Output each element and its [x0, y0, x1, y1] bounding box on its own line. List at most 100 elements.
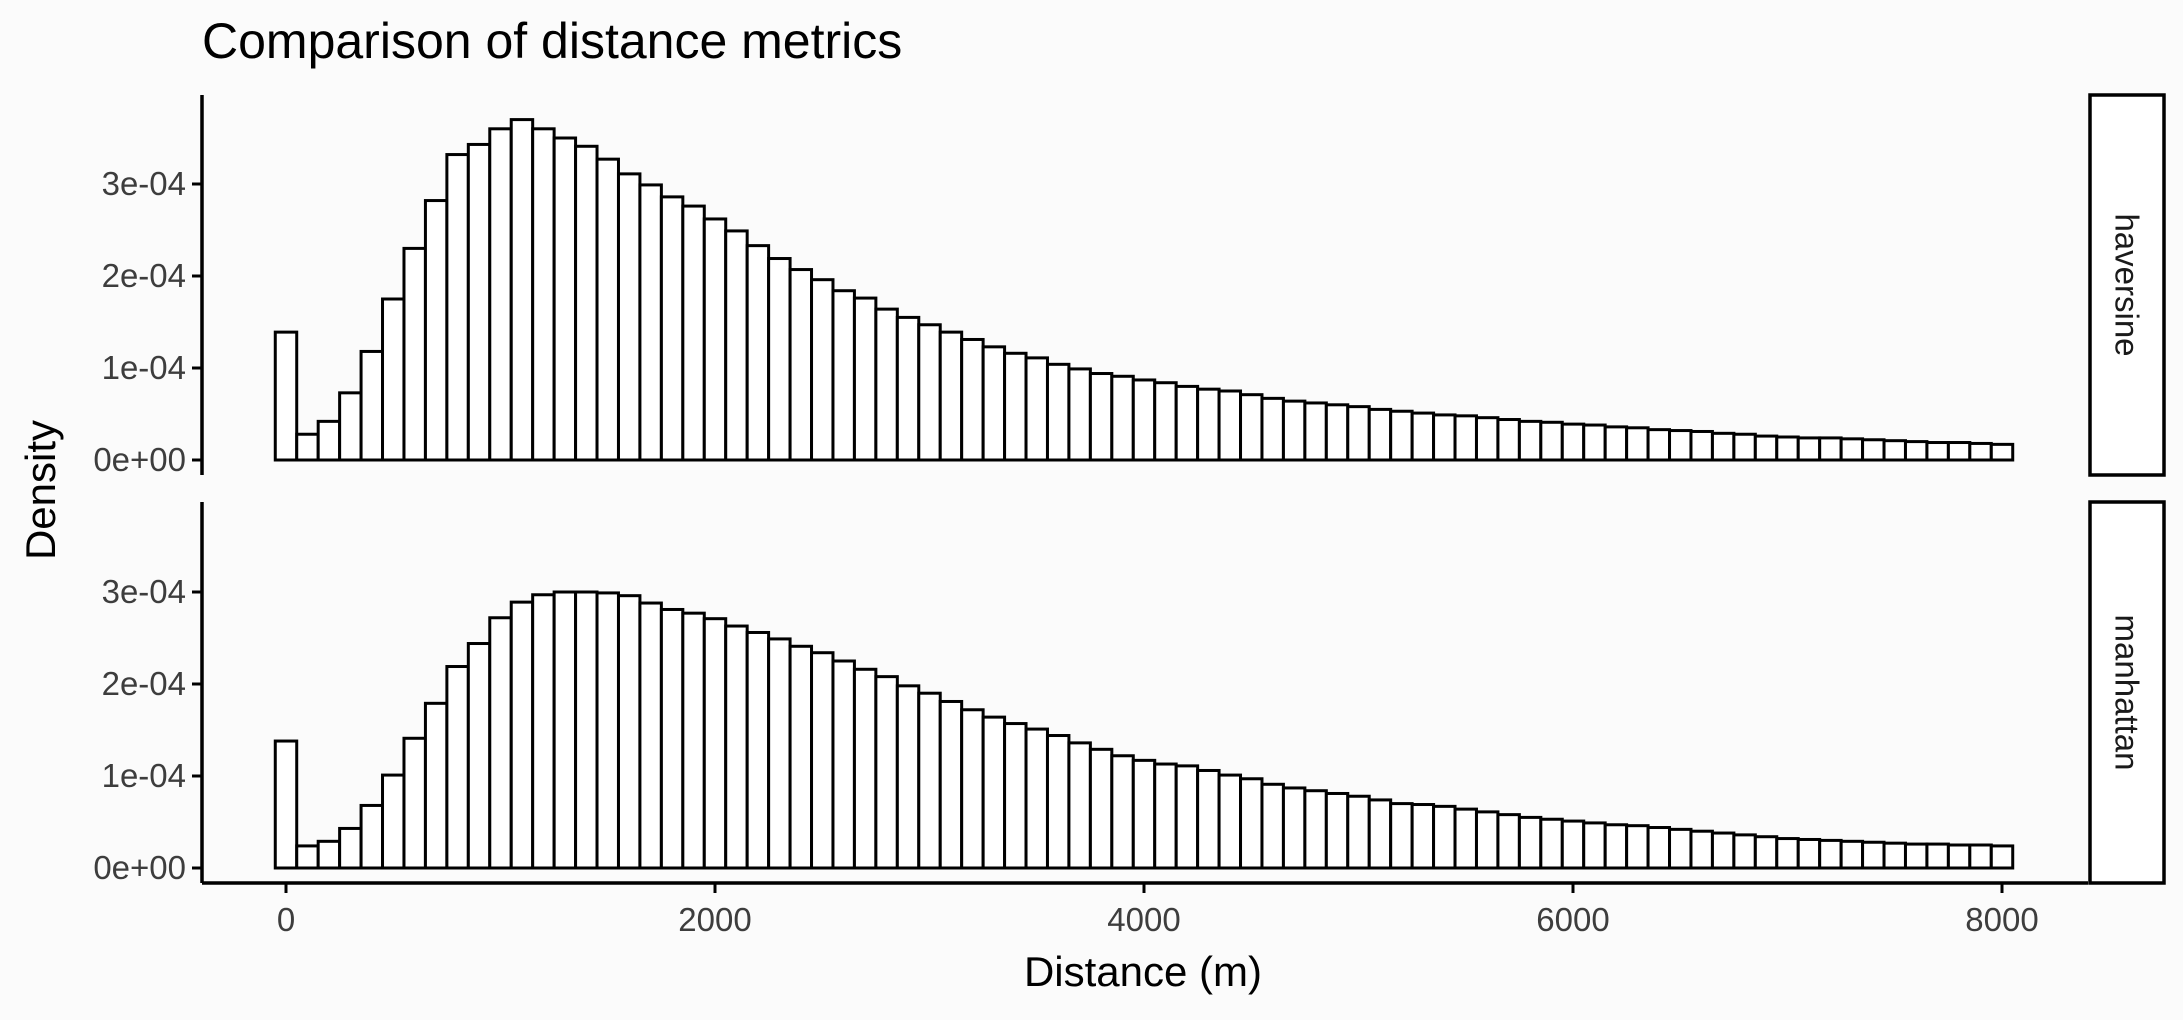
histogram-bar [1217, 389, 1243, 462]
histogram-bar [338, 391, 363, 462]
facet-panel-manhattan: 0e+00 1e-04 2e-04 3e-04 manhattan [93, 500, 2166, 886]
histogram-bar [1689, 829, 1714, 870]
histogram-bar [402, 246, 427, 462]
y-tick-label: 3e-04 [102, 165, 186, 202]
histogram-bar [1753, 434, 1779, 462]
x-tick-label: 8000 [1965, 901, 2038, 938]
histogram-bar [1560, 819, 1586, 870]
histogram-bar [1453, 414, 1478, 462]
histogram-bar [960, 337, 985, 462]
histogram-bar [1582, 821, 1607, 870]
histogram-bar [1067, 741, 1092, 870]
histogram-bar [574, 144, 599, 462]
histogram-bar [1968, 441, 1993, 462]
histogram-bar [1389, 802, 1414, 870]
y-tick-label: 0e+00 [93, 441, 186, 478]
histogram-bar [488, 127, 513, 462]
histogram-bar [1045, 734, 1071, 870]
histogram-bar [1753, 835, 1779, 870]
histogram-bar [1903, 440, 1929, 462]
bars-manhattan [273, 590, 2015, 870]
histogram-bar [702, 217, 728, 462]
histogram-bar [1710, 431, 1736, 462]
histogram-bar [1024, 727, 1049, 870]
histogram-bar [810, 278, 835, 462]
histogram-bar [1496, 813, 1521, 870]
histogram-bar [1453, 807, 1478, 870]
y-tick-label: 1e-04 [102, 349, 186, 386]
histogram-bar [1818, 436, 1843, 462]
histogram-bar [1710, 831, 1736, 870]
histogram-bar [338, 826, 363, 870]
histogram-bar [1110, 374, 1135, 462]
histogram-bar [1861, 840, 1886, 870]
histogram-bar [1496, 418, 1521, 462]
histogram-bar [1603, 823, 1629, 870]
histogram-bar [1003, 351, 1028, 462]
histogram-bar [1668, 429, 1693, 462]
facet-strip-label: manhattan [2109, 615, 2146, 771]
histogram-bar [681, 204, 706, 462]
histogram-bar [745, 244, 771, 462]
histogram-bar [316, 419, 342, 462]
histogram-bar [445, 153, 470, 462]
histogram-bar [810, 651, 835, 870]
facet-panel-haversine: 0e+00 1e-04 2e-04 3e-04 haversine [93, 93, 2166, 478]
histogram-bar [1625, 824, 1650, 870]
histogram-bar [638, 601, 663, 870]
y-tick-label: 3e-04 [102, 573, 186, 610]
histogram-bar [1732, 432, 1757, 462]
histogram-bar [574, 590, 599, 870]
histogram-bar [1432, 413, 1457, 462]
histogram-bar [1775, 837, 1800, 870]
facet-strip-label: haversine [2109, 213, 2146, 356]
x-tick-label: 4000 [1107, 901, 1180, 938]
histogram-bar [917, 323, 942, 462]
histogram-bar [1903, 842, 1929, 870]
histogram-bar [1882, 439, 1907, 462]
histogram-bar [1818, 838, 1843, 870]
histogram-bar [852, 296, 878, 462]
histogram-bar [767, 637, 792, 870]
histogram-bar [831, 289, 856, 462]
histogram-bar [1131, 378, 1157, 462]
histogram-bar [1239, 393, 1264, 462]
histogram-bar [831, 659, 856, 870]
histogram-bar [1174, 764, 1200, 870]
histogram-bar [1346, 405, 1371, 462]
histogram-bar [531, 593, 556, 870]
histogram-bar [531, 127, 556, 462]
histogram-bar [874, 307, 899, 462]
histogram-bar [552, 136, 578, 462]
histogram-bar [1303, 401, 1328, 462]
x-tick-label: 0 [277, 901, 295, 938]
histogram-bar [1196, 387, 1221, 462]
histogram-bar [1925, 842, 1950, 870]
bars-haversine [273, 118, 2015, 462]
histogram-bar [724, 229, 749, 462]
histogram-bar [1045, 362, 1071, 462]
histogram-bar [1367, 407, 1393, 462]
histogram-bar [852, 667, 878, 870]
histogram-bar [1389, 409, 1414, 462]
histogram-bar [1796, 837, 1822, 870]
facet-panels: 0e+00 1e-04 2e-04 3e-04 haversine 0e+00 1e-04 2… [93, 93, 2166, 886]
histogram-bar [1153, 762, 1178, 870]
histogram-bar [1603, 425, 1629, 462]
facet-strip-haversine [2088, 93, 2166, 477]
histogram-bar [1196, 768, 1221, 870]
histogram-bar [1689, 429, 1714, 462]
histogram-bar [1925, 441, 1950, 462]
histogram-bar [1839, 839, 1865, 870]
histogram-bar [402, 736, 427, 870]
histogram-bar [273, 739, 299, 870]
histogram-bar [1646, 826, 1672, 870]
histogram-bar [616, 172, 642, 462]
x-axis-title: Distance (m) [1024, 948, 1262, 995]
histogram-bar [1367, 798, 1393, 870]
histogram-bar [767, 257, 792, 462]
histogram-bar [1324, 791, 1350, 870]
x-tick-label: 2000 [678, 901, 751, 938]
histogram-bar [1474, 416, 1500, 462]
